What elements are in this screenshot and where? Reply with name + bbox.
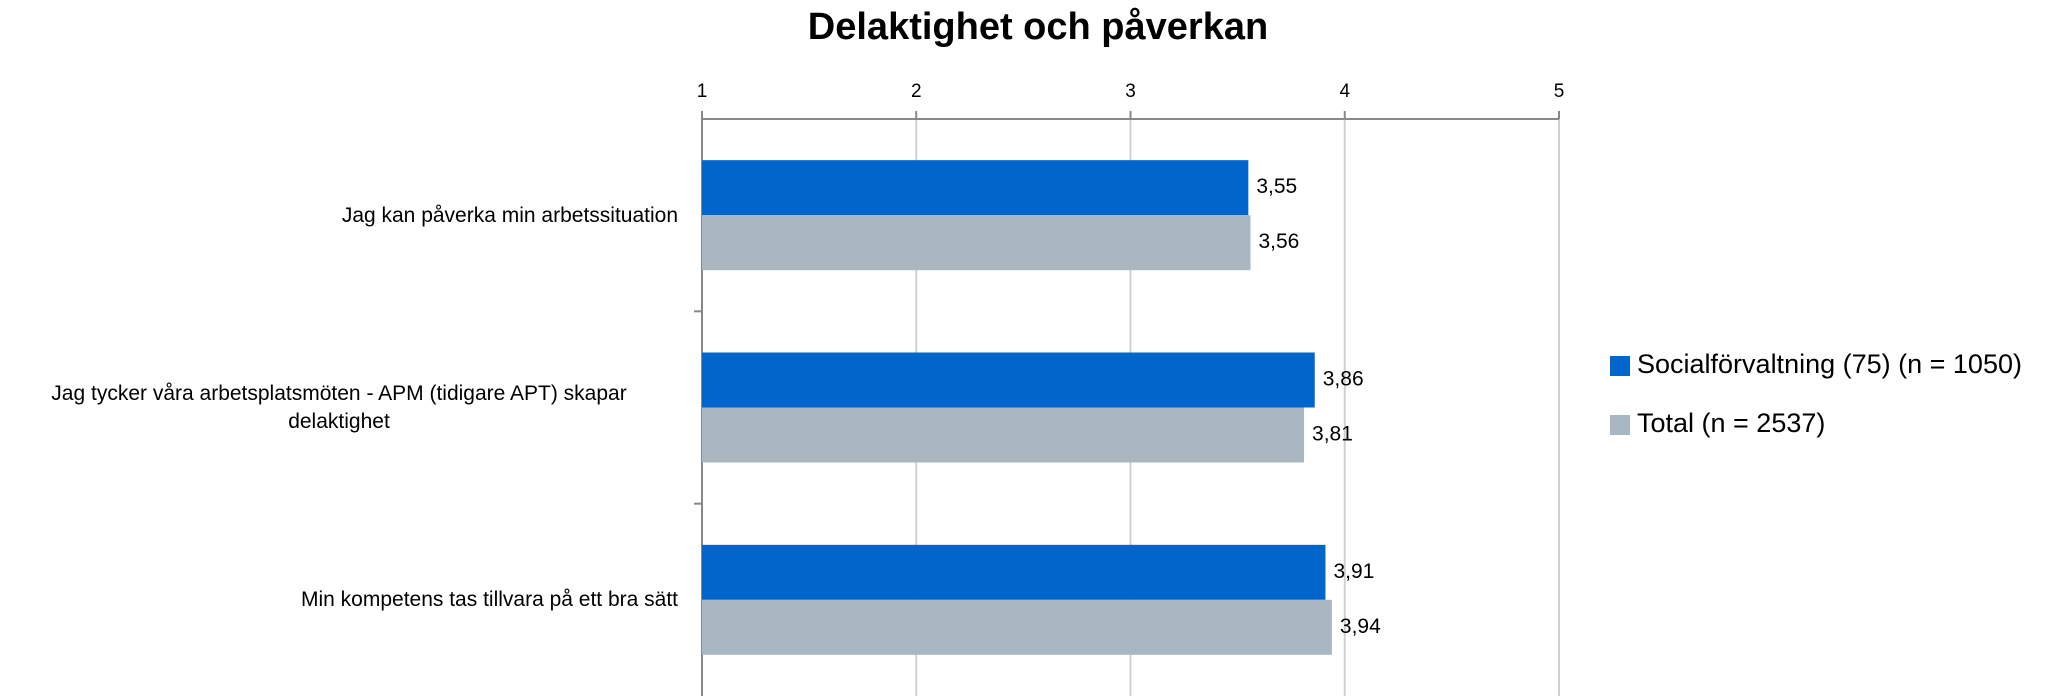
y-tick-label: Jag tycker våra arbetsplatsmöten - APM (… (0, 368, 678, 448)
data-label: 3,94 (1340, 615, 1381, 638)
bar (702, 352, 1315, 408)
legend-swatch (1610, 415, 1630, 435)
bar (702, 160, 1249, 216)
legend-label: Socialförvaltning (75) (n = 1050) (1637, 349, 2022, 379)
category-text: Min kompetens tas tillvara på ett bra sä… (300, 588, 678, 612)
x-tick-label: 4 (1339, 81, 1350, 102)
y-tick-label: Min kompetens tas tillvara på ett bra sä… (0, 560, 678, 640)
data-label: 3,91 (1333, 560, 1374, 583)
bar (702, 215, 1251, 271)
bar (702, 599, 1332, 655)
category-text: Jag kan påverka min arbetssituation (341, 203, 678, 227)
y-tick-label: Jag kan påverka min arbetssituation (0, 175, 678, 255)
x-tick-label: 5 (1554, 81, 1565, 102)
data-label: 3,56 (1258, 230, 1299, 253)
data-label: 3,86 (1323, 368, 1364, 391)
x-tick-label: 1 (697, 81, 708, 102)
chart-title: Delaktighet och påverkan (808, 6, 1268, 48)
x-tick-label: 3 (1125, 81, 1136, 102)
category-text: Jag tycker våra arbetsplatsmöten - APM (… (51, 382, 627, 433)
legend-swatch (1610, 356, 1630, 376)
bar (702, 544, 1326, 600)
bar (702, 407, 1305, 463)
data-label: 3,81 (1312, 423, 1353, 446)
data-label: 3,55 (1256, 175, 1297, 198)
x-tick-label: 2 (911, 81, 922, 102)
legend-label: Total (n = 2537) (1637, 408, 1825, 438)
